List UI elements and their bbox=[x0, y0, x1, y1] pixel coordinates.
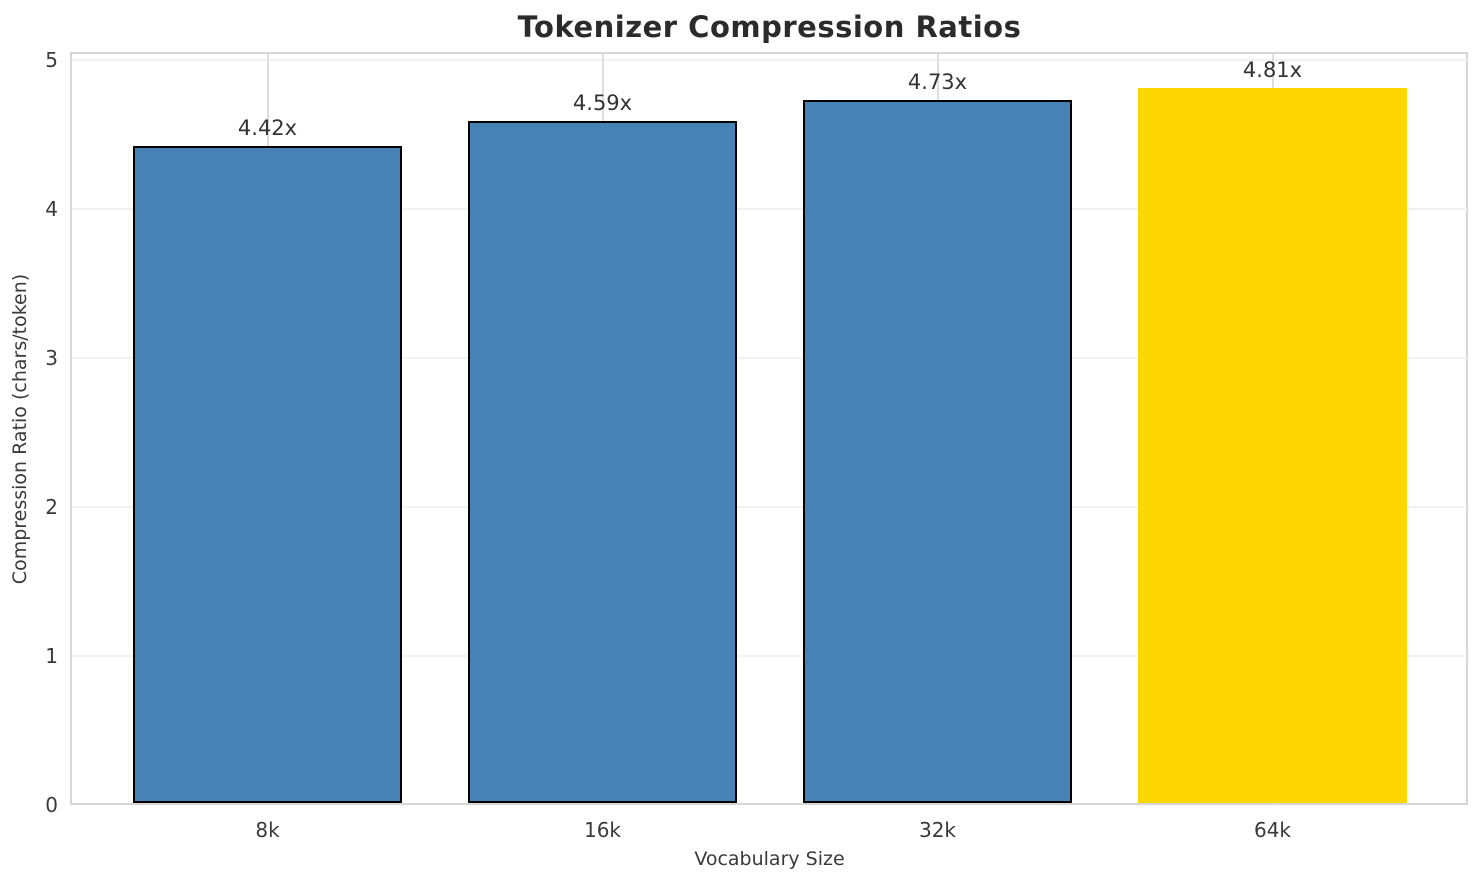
bar-value-label-64k: 4.81x bbox=[1242, 58, 1303, 83]
bar-value-label-32k: 4.73x bbox=[907, 70, 968, 95]
bar-8k bbox=[133, 146, 402, 803]
h-gridline-4 bbox=[72, 208, 1467, 210]
y-tick-label-2: 2 bbox=[45, 495, 58, 519]
bar-value-label-16k: 4.59x bbox=[572, 91, 633, 116]
x-axis-label: Vocabulary Size bbox=[694, 848, 845, 870]
x-tick-label-64k: 64k bbox=[1253, 818, 1292, 842]
y-axis-label: Compression Ratio (chars/token) bbox=[9, 273, 31, 585]
y-tick-label-4: 4 bbox=[45, 197, 58, 221]
y-tick-label-3: 3 bbox=[45, 346, 58, 370]
y-tick-label-1: 1 bbox=[45, 644, 58, 668]
bar-value-label-8k: 4.42x bbox=[237, 116, 298, 141]
h-gridline-3 bbox=[72, 357, 1467, 359]
x-tick-label-8k: 8k bbox=[255, 818, 280, 842]
h-gridline-1 bbox=[72, 655, 1467, 657]
x-tick-label-32k: 32k bbox=[918, 818, 957, 842]
bar-32k bbox=[803, 100, 1072, 803]
x-tick-label-16k: 16k bbox=[583, 818, 622, 842]
bar-16k bbox=[468, 121, 737, 803]
h-gridline-5 bbox=[72, 59, 1467, 61]
y-tick-label-5: 5 bbox=[45, 48, 58, 72]
chart-title: Tokenizer Compression Ratios bbox=[517, 10, 1022, 44]
h-gridline-2 bbox=[72, 506, 1467, 508]
bar-64k bbox=[1138, 88, 1407, 803]
y-tick-label-0: 0 bbox=[45, 793, 58, 817]
